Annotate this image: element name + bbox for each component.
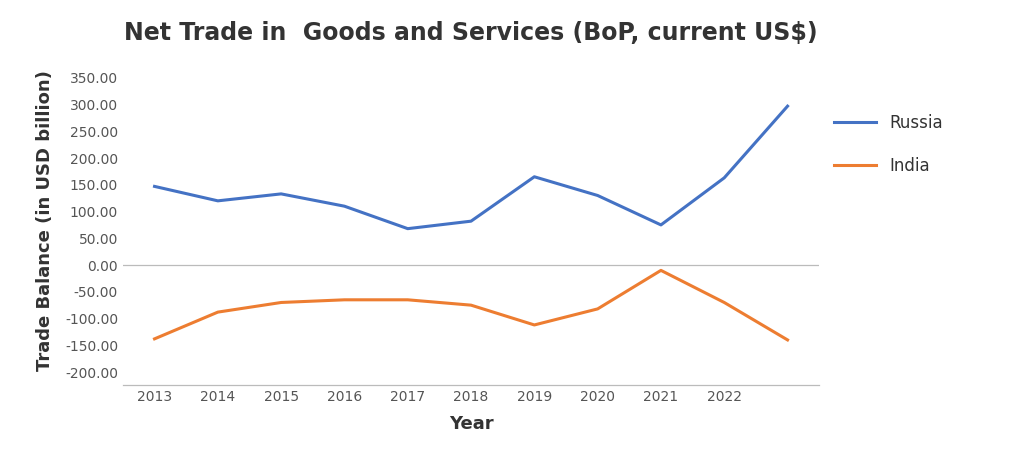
X-axis label: Year: Year [449, 415, 494, 433]
Russia [338, 204, 350, 209]
Russia [592, 193, 604, 198]
Legend: Russia, India: Russia, India [835, 114, 943, 175]
India [781, 337, 794, 343]
Russia [718, 175, 730, 180]
India [592, 306, 604, 312]
Russia [275, 191, 288, 197]
Russia [465, 219, 477, 224]
Line: Russia: Russia [155, 106, 787, 229]
Russia [148, 184, 161, 189]
India [528, 322, 541, 328]
Russia [528, 174, 541, 180]
Line: India: India [155, 270, 787, 340]
Russia [781, 103, 794, 109]
India [718, 300, 730, 306]
India [654, 267, 667, 273]
Title: Net Trade in  Goods and Services (BoP, current US$): Net Trade in Goods and Services (BoP, cu… [124, 21, 818, 45]
India [401, 297, 414, 303]
Russia [401, 226, 414, 232]
Y-axis label: Trade Balance (in USD billion): Trade Balance (in USD billion) [36, 70, 54, 371]
India [148, 336, 161, 342]
Russia [212, 198, 224, 204]
India [465, 302, 477, 308]
Russia [654, 222, 667, 228]
India [338, 297, 350, 303]
India [275, 300, 288, 306]
India [212, 309, 224, 315]
